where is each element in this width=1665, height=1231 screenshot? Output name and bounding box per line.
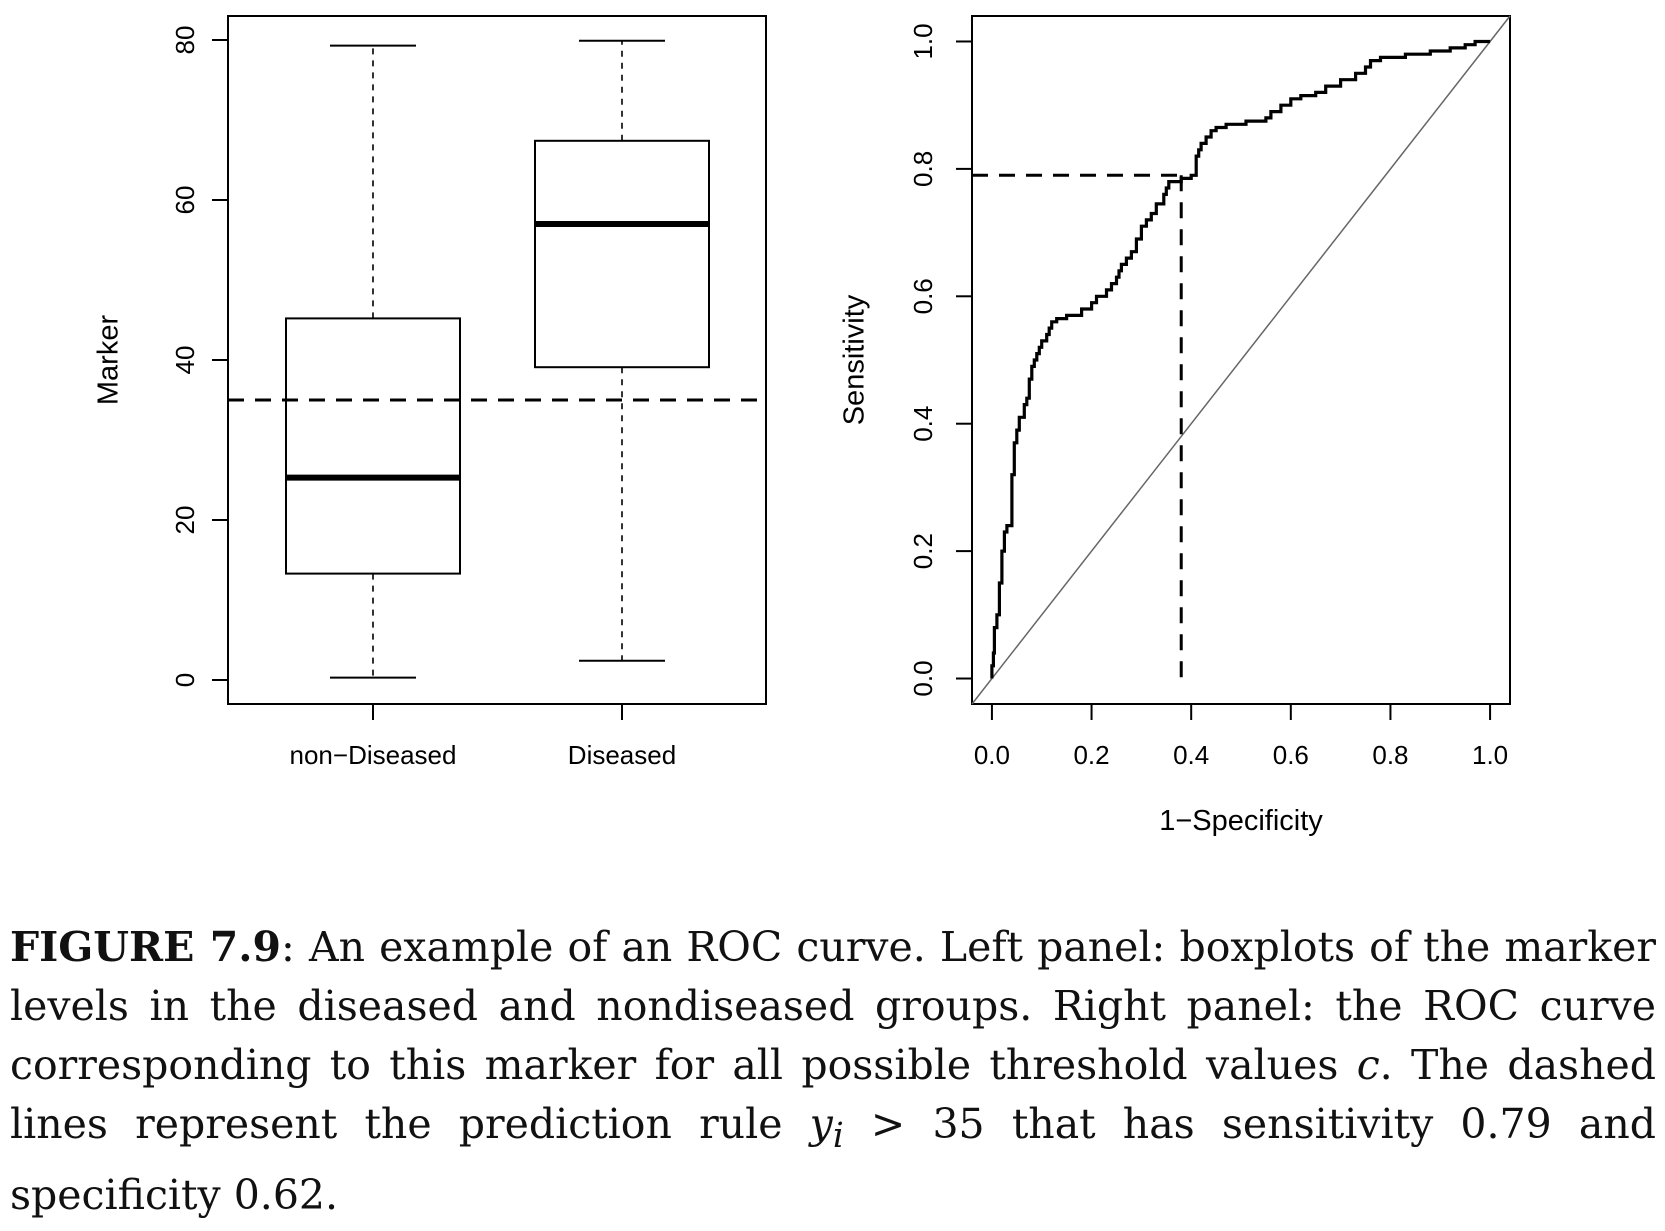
figure-caption: FIGURE 7.9: An example of an ROC curve. … [10,918,1656,1225]
roc-panel: 0.0 0.2 0.4 0.6 0.8 1.0 0.0 0.2 0.4 0.6 0.8 1.0 1−Sp… [839,15,1511,837]
caption-label: FIGURE 7.9 [10,923,282,971]
y-tick-label: 80 [170,26,200,55]
y-tick-label: 0.2 [908,533,938,569]
box-iqr [534,139,710,369]
box-iqr [285,317,461,575]
caption-subscript-i: i [832,1116,844,1157]
y-tick-label: 0 [170,673,200,687]
caption-text-part1: : An example of an ROC curve. Left panel… [10,923,1656,1089]
roc-curve [990,39,1491,679]
x-category-label: non−Diseased [290,740,457,770]
y-axis-title: Sensitivity [839,294,871,425]
x-tick-label: 0.0 [974,740,1010,770]
x-category-label: Diseased [568,740,676,770]
x-tick-label: 0.2 [1073,740,1109,770]
roc-frame [971,15,1511,705]
y-tick-label: 0.6 [908,278,938,314]
caption-text-part3: > 35 that has sensitivity 0.79 and speci… [10,1100,1656,1220]
x-axis-title: 1−Specificity [1159,805,1323,837]
caption-variable-y: y [809,1100,833,1148]
boxplot-panel: 0 20 40 60 80 Marker non−Diseased Diseased [93,15,767,770]
caption-text-part2: . The dashed lines represent the predict… [10,1041,1656,1148]
y-axis-title: Marker [93,315,125,406]
y-tick-label: 60 [170,186,200,215]
chance-diagonal [971,15,1511,705]
y-tick-label: 0.8 [908,151,938,187]
y-tick-label: 40 [170,346,200,375]
caption-variable-c: c [1356,1041,1380,1089]
boxplot-frame [227,15,767,705]
y-tick-label: 0.4 [908,406,938,442]
y-tick-label: 0.0 [908,660,938,696]
y-tick-label: 20 [170,506,200,535]
y-tick-label: 1.0 [908,23,938,59]
x-tick-label: 0.6 [1273,740,1309,770]
x-tick-label: 0.4 [1173,740,1209,770]
x-tick-label: 0.8 [1372,740,1408,770]
x-tick-label: 1.0 [1472,740,1508,770]
